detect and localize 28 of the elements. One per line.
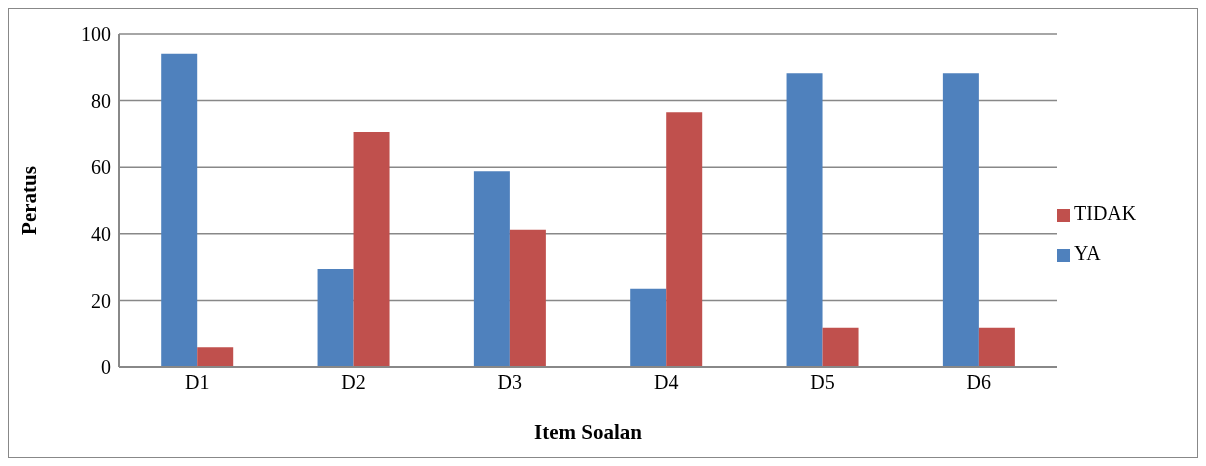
bar [161,53,198,367]
x-tick-label: D6 [966,371,992,394]
y-tick-label: 60 [91,156,111,179]
y-tick-label: 40 [91,222,111,245]
bar [353,131,390,367]
legend-label: TIDAK [1074,202,1137,224]
y-tick-label: 100 [81,23,111,46]
bar [666,112,703,367]
bar [786,73,823,367]
bar [942,73,979,367]
x-tick-label: D4 [653,371,679,394]
bar [197,347,234,367]
bar [509,229,546,367]
x-axis-title: Item Soalan [534,420,643,444]
bar [317,269,354,367]
x-tick-label: D2 [341,371,366,394]
y-tick-label: 80 [91,89,111,112]
bar [978,327,1015,367]
x-tick-label: D1 [184,371,210,394]
bar [630,288,667,367]
x-tick-label: D5 [810,371,835,394]
y-axis-title: Peratus [17,166,42,235]
y-tick-label: 20 [91,289,111,312]
y-tick-label: 0 [101,356,111,379]
bar [473,171,510,367]
x-tick-label: D3 [497,371,523,394]
legend-label: YA [1074,242,1101,264]
bar [822,327,859,367]
